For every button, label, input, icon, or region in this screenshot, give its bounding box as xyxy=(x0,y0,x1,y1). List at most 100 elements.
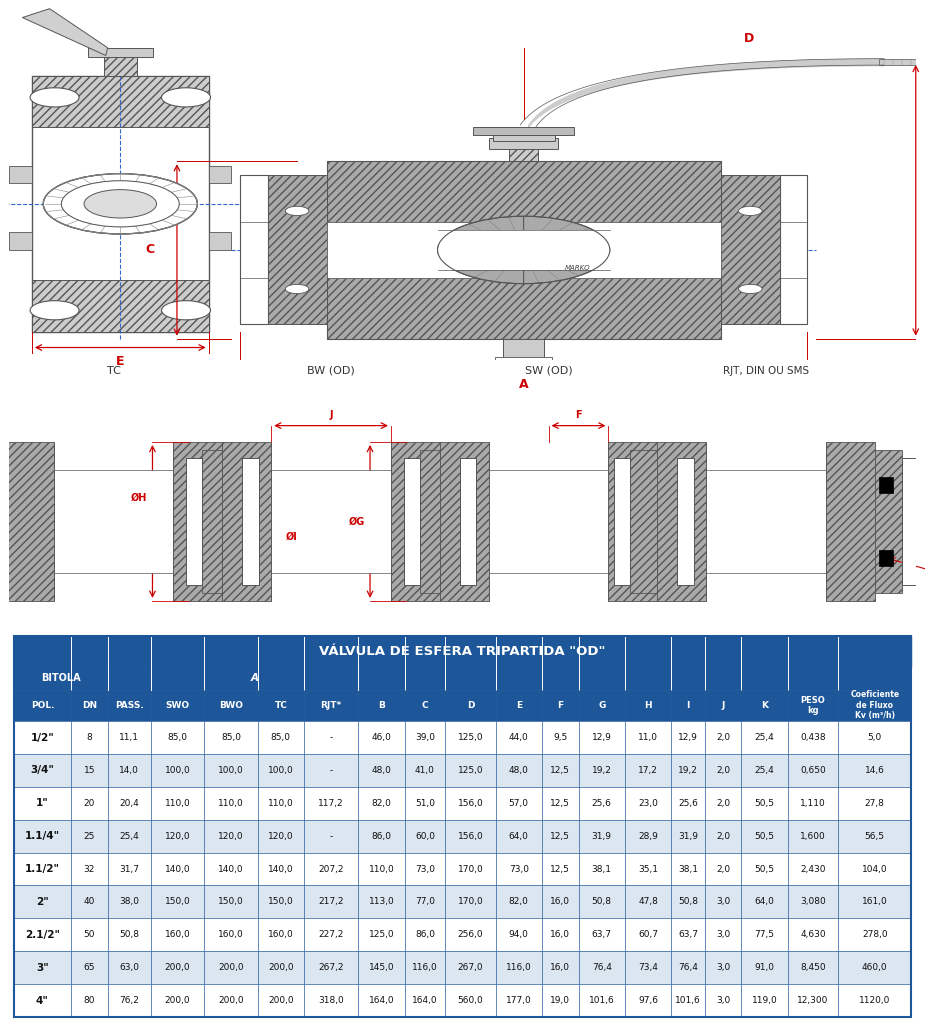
Text: 48,0: 48,0 xyxy=(509,766,529,775)
Bar xyxy=(838,786,911,820)
Text: 11,1: 11,1 xyxy=(119,733,140,742)
Text: 50,8: 50,8 xyxy=(678,897,698,906)
Text: SWO: SWO xyxy=(166,700,190,710)
Text: 2,0: 2,0 xyxy=(716,864,730,873)
Text: E: E xyxy=(116,355,125,369)
Bar xyxy=(879,477,894,493)
Bar xyxy=(405,886,445,919)
Bar xyxy=(578,721,625,754)
Bar xyxy=(204,754,258,786)
Bar xyxy=(473,127,574,134)
Bar xyxy=(578,668,625,689)
Bar xyxy=(204,786,258,820)
Bar xyxy=(88,48,153,56)
Text: J: J xyxy=(329,410,333,420)
Bar xyxy=(405,721,445,754)
Bar xyxy=(788,721,838,754)
Bar xyxy=(542,721,578,754)
Text: 85,0: 85,0 xyxy=(221,733,241,742)
Text: 65: 65 xyxy=(83,964,95,972)
Text: 12,5: 12,5 xyxy=(550,799,570,808)
Text: 50: 50 xyxy=(83,930,95,939)
Bar xyxy=(780,175,807,325)
Text: 120,0: 120,0 xyxy=(268,831,293,841)
Text: ØH: ØH xyxy=(130,493,147,503)
Bar xyxy=(304,820,358,853)
Text: 73,0: 73,0 xyxy=(415,864,435,873)
Bar xyxy=(405,668,445,689)
Bar xyxy=(14,636,911,668)
Bar xyxy=(496,853,542,886)
Text: 2,0: 2,0 xyxy=(716,733,730,742)
Bar xyxy=(440,442,488,601)
Bar xyxy=(71,919,107,951)
Bar xyxy=(327,221,721,279)
Bar xyxy=(240,175,267,325)
Bar xyxy=(151,886,204,919)
Bar xyxy=(503,339,544,358)
Text: 12,300: 12,300 xyxy=(797,996,829,1005)
Text: 560,0: 560,0 xyxy=(458,996,483,1005)
Text: 97,6: 97,6 xyxy=(638,996,658,1005)
Text: 200,0: 200,0 xyxy=(218,964,244,972)
Bar xyxy=(625,886,672,919)
Bar xyxy=(5,442,54,601)
Bar xyxy=(625,853,672,886)
Text: 31,9: 31,9 xyxy=(678,831,698,841)
Bar xyxy=(445,919,496,951)
Bar xyxy=(31,281,209,332)
Text: 150,0: 150,0 xyxy=(268,897,294,906)
Bar xyxy=(405,951,445,984)
Bar xyxy=(14,668,107,689)
Bar xyxy=(14,689,71,721)
Bar xyxy=(707,470,826,573)
Bar xyxy=(625,668,672,689)
Bar xyxy=(358,689,405,721)
Bar xyxy=(222,450,242,593)
Text: 82,0: 82,0 xyxy=(509,897,529,906)
Bar xyxy=(705,689,742,721)
Bar xyxy=(496,886,542,919)
Bar xyxy=(440,450,460,593)
Text: 3,0: 3,0 xyxy=(716,930,730,939)
Bar xyxy=(107,984,151,1017)
Text: 50,8: 50,8 xyxy=(592,897,611,906)
Text: F: F xyxy=(557,700,563,710)
Text: 86,0: 86,0 xyxy=(372,831,391,841)
Bar xyxy=(496,754,542,786)
Text: 101,6: 101,6 xyxy=(675,996,701,1005)
Circle shape xyxy=(31,88,79,106)
Bar xyxy=(445,689,496,721)
Text: 51,0: 51,0 xyxy=(415,799,435,808)
Text: 16,0: 16,0 xyxy=(550,964,570,972)
Text: -: - xyxy=(329,733,333,742)
Text: 200,0: 200,0 xyxy=(268,964,293,972)
Text: 16,0: 16,0 xyxy=(550,897,570,906)
Bar xyxy=(31,76,209,127)
Text: 12,5: 12,5 xyxy=(550,864,570,873)
Bar xyxy=(71,820,107,853)
Bar xyxy=(14,951,71,984)
Text: 64,0: 64,0 xyxy=(755,897,774,906)
Text: 460,0: 460,0 xyxy=(862,964,887,972)
Text: 0,650: 0,650 xyxy=(800,766,826,775)
Text: TC: TC xyxy=(106,366,120,376)
Text: D: D xyxy=(744,33,754,45)
Bar xyxy=(445,984,496,1017)
Bar xyxy=(405,689,445,721)
Text: 20: 20 xyxy=(83,799,95,808)
Text: RJT, DIN OU SMS: RJT, DIN OU SMS xyxy=(723,366,809,376)
Bar xyxy=(258,689,304,721)
Bar xyxy=(838,919,911,951)
Bar xyxy=(304,754,358,786)
Text: 25,6: 25,6 xyxy=(592,799,611,808)
Text: 63,7: 63,7 xyxy=(592,930,611,939)
Bar xyxy=(204,721,258,754)
Bar xyxy=(71,754,107,786)
Bar xyxy=(14,754,71,786)
Text: 77,0: 77,0 xyxy=(415,897,435,906)
Text: 177,0: 177,0 xyxy=(506,996,532,1005)
Text: 140,0: 140,0 xyxy=(165,864,191,873)
Bar xyxy=(151,820,204,853)
Text: 40: 40 xyxy=(83,897,95,906)
